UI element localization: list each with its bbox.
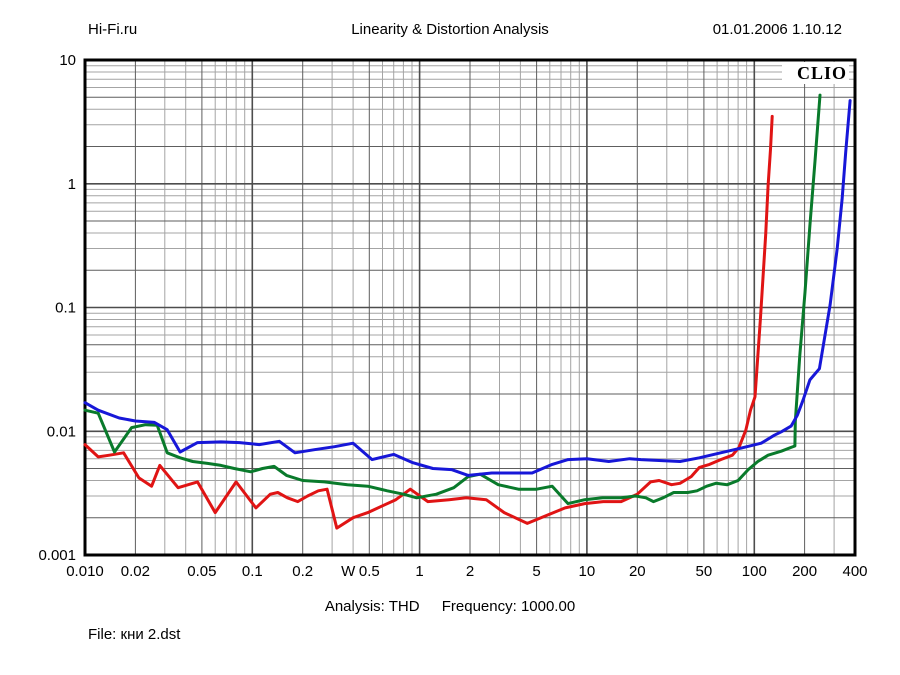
x-tick-label: 2: [466, 563, 474, 580]
x-tick-label: 0.010: [66, 563, 104, 580]
y-tick-label: 1: [68, 176, 76, 193]
x-tick-label: 100: [742, 563, 767, 580]
frequency-label: Frequency: 1000.00: [441, 598, 576, 615]
plot-border: [83, 58, 857, 557]
x-tick-label: 400: [842, 563, 867, 580]
x-tick-label: 10: [579, 563, 596, 580]
page-title: Linearity & Distortion Analysis: [351, 21, 549, 38]
x-tick-label: 0.5: [359, 563, 380, 580]
x-tick-label: 5: [532, 563, 540, 580]
x-tick-label: 50: [696, 563, 713, 580]
y-tick-label: 0.001: [38, 547, 76, 564]
x-tick-label: 0.1: [242, 563, 263, 580]
x-tick-label: 0.02: [121, 563, 150, 580]
site-label: Hi-Fi.ru: [88, 21, 138, 38]
x-tick-label: 20: [629, 563, 646, 580]
brand-label: CLIO: [797, 63, 847, 83]
file-name-label: File: кни 2.dst: [88, 626, 181, 643]
x-tick-label: 0.05: [187, 563, 216, 580]
x-tick-label: 1: [415, 563, 423, 580]
series-line-blue: [83, 99, 852, 477]
timestamp-label: 01.01.2006 1.10.12: [712, 21, 842, 38]
x-axis-unit-label: W: [341, 563, 356, 580]
x-tick-label: 200: [792, 563, 817, 580]
y-tick-label: 0.1: [55, 300, 76, 317]
x-tick-label: 0.2: [292, 563, 313, 580]
series-line-green: [83, 93, 822, 506]
analysis-status-line: Analysis: THD Frequency: 1000.00: [0, 598, 900, 615]
y-tick-label: 10: [59, 52, 76, 69]
series-line-red: [83, 114, 774, 530]
analysis-type-label: Analysis: THD: [324, 598, 420, 615]
brand-box: [782, 62, 849, 84]
y-tick-label: 0.01: [47, 423, 76, 440]
